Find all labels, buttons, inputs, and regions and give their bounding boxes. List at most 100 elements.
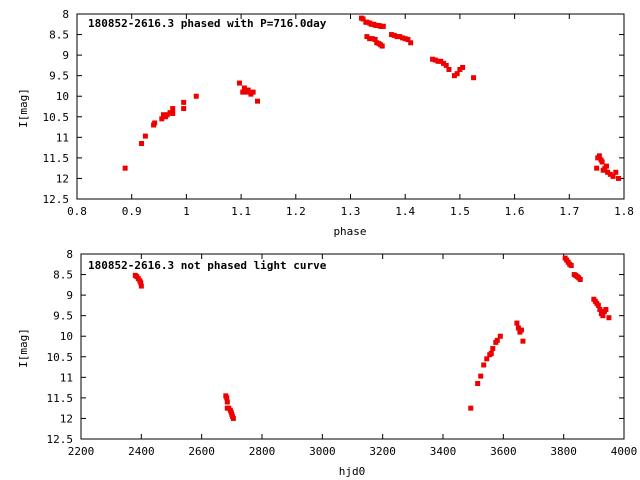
data-point: [391, 32, 397, 38]
data-point: [399, 35, 405, 41]
y-tick-label: 10.5: [43, 111, 70, 124]
data-point: [152, 120, 158, 126]
x-tick-label: 3000: [309, 445, 336, 458]
data-point: [142, 133, 148, 139]
y-tick-label: 10.5: [47, 351, 74, 364]
data-point: [364, 34, 370, 40]
data-point: [379, 43, 385, 49]
data-point: [245, 87, 251, 93]
data-point: [594, 165, 600, 171]
x-tick-label: 1.3: [341, 205, 361, 218]
data-point: [451, 73, 457, 79]
x-tick-label: 2600: [188, 445, 215, 458]
y-tick-label: 10: [60, 330, 73, 343]
data-point: [494, 337, 500, 343]
data-point: [369, 36, 375, 42]
data-point: [481, 362, 487, 368]
y-tick-label: 12.5: [43, 193, 70, 206]
data-point: [360, 16, 366, 22]
x-axis-label: phase: [333, 225, 366, 238]
data-point: [497, 333, 503, 339]
data-point: [430, 56, 436, 62]
data-point: [164, 112, 170, 118]
data-point: [595, 302, 601, 308]
x-tick-label: 4000: [611, 445, 638, 458]
x-tick-label: 1.1: [231, 205, 251, 218]
x-tick-label: 3600: [490, 445, 517, 458]
x-axis-label: hjd0: [339, 465, 366, 478]
data-point: [230, 415, 236, 421]
data-point: [408, 40, 414, 46]
data-point: [606, 315, 612, 321]
data-point: [432, 57, 438, 63]
data-point: [460, 64, 466, 70]
data-point: [457, 67, 463, 72]
data-point: [440, 60, 446, 66]
data-point: [138, 280, 144, 286]
x-tick-label: 1: [183, 205, 190, 218]
data-point: [224, 405, 230, 411]
data-point: [616, 175, 622, 181]
y-tick-label: 9: [66, 289, 73, 302]
data-point: [405, 36, 411, 42]
data-point: [599, 159, 605, 165]
data-point: [367, 36, 373, 42]
data-point: [597, 307, 603, 312]
data-point: [402, 36, 408, 42]
x-tick-label: 2400: [128, 445, 155, 458]
data-point: [607, 171, 613, 177]
x-tick-label: 1.6: [505, 205, 525, 218]
data-point: [394, 34, 400, 40]
chart-title: 180852-2616.3 phased with P=716.0day: [88, 17, 327, 30]
plot-frame: [80, 253, 625, 440]
data-point: [600, 313, 606, 319]
data-point: [159, 116, 165, 122]
data-point: [475, 381, 481, 386]
x-tick-label: 1.5: [450, 205, 470, 218]
x-tick-label: 1.7: [559, 205, 579, 218]
x-tick-label: 0.8: [67, 205, 87, 218]
data-point: [170, 110, 176, 116]
data-point: [397, 34, 403, 40]
y-tick-label: 12: [60, 412, 73, 425]
data-point: [380, 23, 386, 29]
chart-title: 180852-2616.3 not phased light curve: [88, 259, 327, 272]
data-point: [478, 373, 484, 379]
data-point: [224, 399, 230, 405]
y-tick-label: 10: [56, 90, 69, 103]
data-point: [240, 89, 246, 95]
data-point: [139, 141, 145, 146]
data-point: [241, 85, 247, 91]
data-point: [438, 58, 444, 64]
x-tick-label: 3200: [369, 445, 396, 458]
y-tick-label: 8.5: [49, 29, 69, 42]
data-point: [520, 338, 526, 344]
y-tick-label: 11: [56, 131, 69, 144]
y-tick-label: 9.5: [49, 70, 69, 83]
data-point: [514, 320, 520, 326]
data-point: [167, 110, 173, 116]
data-point: [372, 36, 378, 42]
data-point: [122, 165, 128, 171]
data-point: [250, 89, 256, 95]
data-point: [364, 19, 370, 25]
y-tick-label: 11: [60, 371, 73, 384]
data-point: [603, 307, 609, 312]
data-point: [577, 276, 583, 282]
x-tick-label: 3800: [550, 445, 577, 458]
data-point: [490, 346, 496, 352]
data-point: [181, 99, 187, 105]
y-tick-label: 8: [66, 248, 73, 261]
data-point: [605, 169, 611, 175]
data-point: [518, 327, 524, 333]
data-point: [435, 58, 441, 64]
unphased-light-curve-plot: I[mag] hjd0 180852-2616.3 not phased lig…: [17, 248, 637, 478]
data-point: [454, 71, 460, 77]
data-point: [170, 106, 176, 112]
x-tick-label: 3400: [430, 445, 457, 458]
y-tick-label: 11.5: [43, 152, 70, 165]
y-tick-label: 8.5: [53, 269, 73, 282]
data-point: [138, 283, 144, 289]
data-point: [568, 263, 574, 269]
